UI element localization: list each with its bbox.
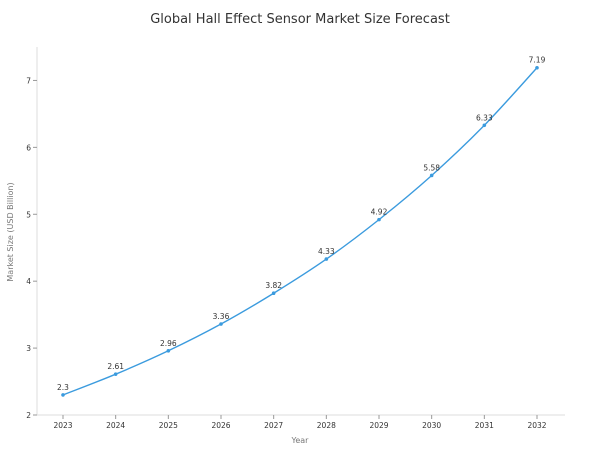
y-tick-label: 5 [26, 210, 31, 219]
data-label: 3.36 [213, 312, 230, 321]
x-tick-label: 2023 [53, 421, 72, 430]
data-label: 7.19 [529, 56, 546, 65]
y-tick-label: 2 [26, 411, 31, 420]
y-tick-label: 6 [26, 143, 31, 152]
x-axis-ticks: 2023 2024 2025 2026 2027 2028 2029 2030 2031 2032 [53, 415, 547, 430]
data-point [324, 257, 329, 261]
data-label: 3.82 [265, 281, 282, 290]
data-point [61, 393, 65, 397]
y-tick-label: 3 [26, 344, 31, 353]
x-tick-label: 2030 [422, 421, 441, 430]
data-point [219, 322, 223, 326]
data-point [482, 123, 487, 128]
y-tick-label: 7 [26, 76, 31, 85]
y-axis-ticks: 2 3 4 5 6 7 [26, 76, 37, 420]
data-label: 4.92 [371, 208, 388, 217]
axes [36, 47, 565, 416]
data-labels: 2.3 2.61 2.96 3.36 3.82 4.33 4.92 5.58 6.33 7.19 [57, 56, 546, 392]
x-tick-label: 2028 [317, 421, 336, 430]
data-label: 2.61 [107, 362, 124, 371]
series-line [62, 67, 538, 396]
x-tick-label: 2027 [264, 421, 283, 430]
data-label: 2.3 [57, 383, 69, 392]
x-tick-label: 2025 [159, 421, 178, 430]
y-tick-label: 4 [26, 277, 31, 286]
data-label: 4.33 [318, 247, 335, 256]
x-tick-label: 2031 [475, 421, 494, 430]
x-tick-label: 2032 [527, 421, 546, 430]
data-label: 2.96 [160, 339, 177, 348]
data-label: 6.33 [476, 113, 493, 122]
data-point [166, 348, 171, 353]
y-axis-title: Market Size (USD Billion) [6, 182, 15, 281]
data-point [535, 65, 539, 70]
data-point [429, 173, 434, 178]
data-point [377, 217, 381, 222]
x-axis-title: Year [291, 436, 310, 445]
x-tick-label: 2024 [106, 421, 125, 430]
data-points [61, 65, 539, 397]
data-point [113, 372, 118, 376]
x-tick-label: 2026 [211, 421, 230, 430]
chart-title: Global Hall Effect Sensor Market Size Fo… [150, 12, 450, 27]
data-label: 5.58 [423, 163, 440, 172]
data-point [271, 291, 276, 296]
x-tick-label: 2029 [369, 421, 388, 430]
